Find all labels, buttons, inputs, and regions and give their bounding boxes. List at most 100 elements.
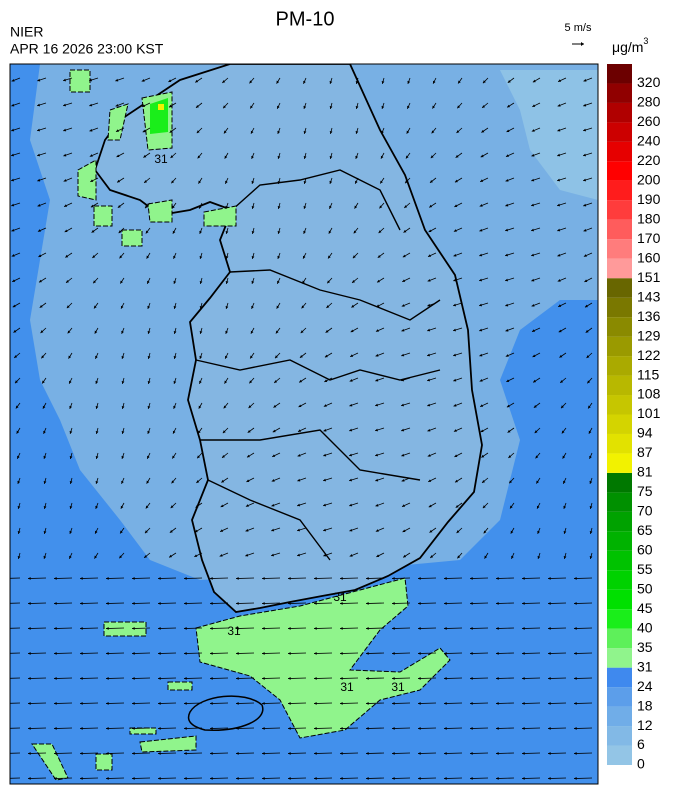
unit-base: μg/m (612, 39, 643, 55)
wind-arrow-head (297, 553, 301, 557)
wind-arrow-head (222, 430, 226, 434)
wind-arrow-head (121, 406, 125, 409)
wind-arrow-head (184, 752, 187, 755)
wind-arrow-head (574, 627, 577, 630)
wind-arrow-head (195, 105, 199, 108)
wind-arrow-head (94, 330, 98, 334)
wind-arrow-head (479, 328, 483, 332)
wind-arrow-head (532, 79, 536, 83)
wind-arrow-head (274, 380, 278, 383)
wind-arrow-head (328, 255, 331, 259)
wind-arrow-head (12, 304, 16, 308)
wind-arrow (210, 627, 229, 629)
wind-arrow-head (453, 403, 457, 407)
wind-arrow-head (277, 155, 281, 159)
wind-arrow-head (355, 130, 359, 134)
wind-arrow-head (401, 453, 405, 457)
wind-arrow (236, 777, 255, 779)
wind-arrow (496, 752, 515, 754)
wind-arrow-head (455, 479, 459, 483)
wind-arrow (444, 652, 463, 654)
wind-arrow (80, 777, 99, 779)
wind-arrow-head (297, 453, 301, 457)
wind-arrow (522, 652, 541, 654)
wind-arrow-head (496, 627, 499, 630)
colorbar-label: 170 (637, 230, 661, 246)
wind-arrow (28, 677, 47, 679)
wind-arrow (444, 727, 463, 729)
wind-arrow-head (199, 230, 203, 234)
wind-arrow-head (340, 577, 343, 580)
wind-arrow-head (584, 304, 588, 308)
wind-arrow-head (323, 478, 327, 482)
wind-arrow (210, 777, 229, 779)
wind-arrow (522, 577, 541, 579)
wind-arrow-head (349, 478, 353, 482)
wind-arrow-head (548, 627, 551, 630)
wind-arrow-head (505, 228, 509, 232)
wind-arrow-head (236, 577, 239, 580)
wind-arrow-head (250, 330, 254, 334)
wind-arrow-head (427, 353, 431, 357)
wind-arrow-head (303, 180, 307, 184)
wind-arrow-head (225, 355, 228, 359)
wind-arrow-head (236, 752, 239, 755)
wind-arrow-head (381, 105, 385, 109)
wind-arrow-head (158, 602, 161, 605)
wind-arrow-head (349, 528, 353, 532)
wind-arrow-head (121, 480, 124, 484)
wind-arrow (314, 752, 333, 754)
wind-arrow-head (574, 677, 577, 680)
wind-arrow-head (121, 430, 125, 434)
wind-arrow-head (480, 404, 484, 407)
wind-arrow (444, 752, 463, 754)
wind-arrow-head (481, 454, 485, 458)
wind-arrow (210, 577, 229, 579)
wind-arrow-head (314, 777, 317, 780)
wind-arrow (54, 627, 73, 629)
wind-arrow-head (43, 555, 47, 559)
wind-arrow-head (80, 627, 83, 630)
wind-arrow-head (479, 303, 483, 307)
colorbar-label: 24 (637, 678, 653, 694)
wind-arrow-head (392, 577, 395, 580)
wind-arrow-head (496, 677, 499, 680)
wind-arrow-head (366, 627, 369, 630)
wind-arrow-head (496, 702, 499, 705)
wind-arrow (54, 777, 73, 779)
wind-arrow-head (248, 405, 252, 409)
wind-arrow-head (548, 577, 551, 580)
wind-arrow (522, 602, 541, 604)
wind-arrow-head (583, 254, 587, 257)
wind-arrow-head (522, 702, 525, 705)
wind-arrow-head (132, 577, 135, 580)
wind-arrow (366, 702, 385, 704)
wind-arrow-head (548, 602, 551, 605)
wind-arrow-head (262, 627, 265, 630)
wind-arrow-head (392, 727, 395, 730)
wind-arrow-head (37, 229, 41, 232)
wind-arrow-head (563, 480, 566, 484)
wind-arrow-head (453, 328, 457, 332)
wind-arrow-head (144, 530, 148, 534)
wind-arrow-head (562, 455, 566, 459)
wind-arrow-head (557, 153, 561, 157)
wind-arrow-head (28, 702, 31, 705)
wind-arrow-head (428, 229, 432, 233)
wind-arrow-head (355, 81, 359, 84)
colorbar-box (607, 141, 632, 162)
wind-arrow-head (507, 79, 511, 83)
wind-arrow (470, 702, 489, 704)
wind-arrow-head (132, 752, 135, 755)
wind-arrow-head (119, 255, 123, 259)
wind-arrow-head (210, 602, 213, 605)
wind-arrow-head (531, 329, 535, 332)
wind-arrow-head (534, 430, 538, 434)
wind-arrow-head (352, 255, 356, 259)
wind-arrow-head (272, 454, 276, 457)
title: PM-10 (276, 8, 335, 30)
wind-arrow (522, 702, 541, 704)
wind-arrow (522, 777, 541, 779)
wind-arrow (470, 727, 489, 729)
